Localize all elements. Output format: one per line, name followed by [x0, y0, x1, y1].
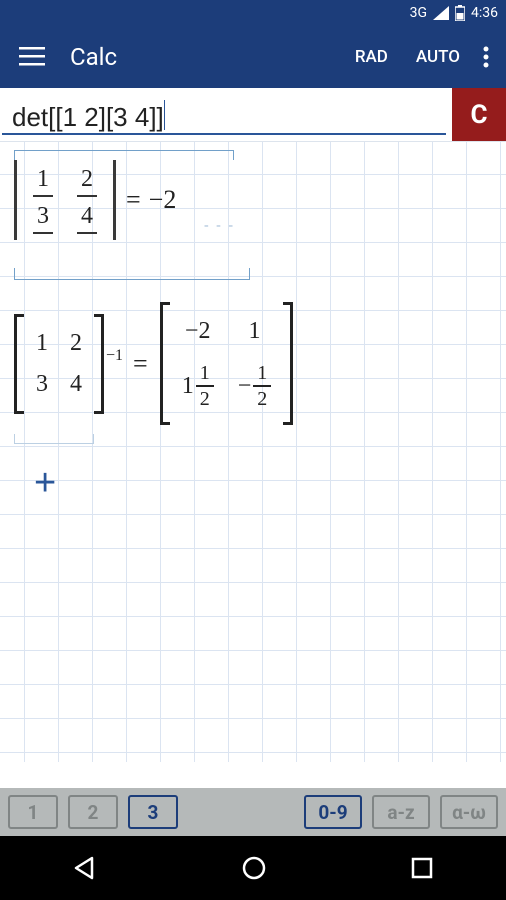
- tab-numeric[interactable]: 0-9: [304, 795, 362, 829]
- group-bracket-top: [14, 150, 234, 160]
- add-button[interactable]: +: [34, 462, 56, 505]
- menu-icon[interactable]: [18, 47, 46, 67]
- matrix-cell: 1: [36, 330, 48, 357]
- determinant-value: −2: [149, 185, 177, 215]
- angle-mode-button[interactable]: RAD: [341, 47, 402, 67]
- recents-icon[interactable]: [410, 856, 434, 880]
- matrix-cell: −2: [185, 318, 211, 345]
- exponent-text: −1: [106, 347, 123, 365]
- signal-icon: [433, 6, 449, 20]
- tab-3[interactable]: 3: [128, 795, 178, 829]
- nav-bar: [0, 836, 506, 900]
- matrix-cell: 1: [248, 318, 260, 345]
- matrix-cell: − 12: [238, 363, 272, 409]
- battery-icon: [455, 5, 465, 21]
- expression-input[interactable]: det[[1 2][3 4]]: [2, 92, 446, 135]
- app-title: Calc: [70, 43, 341, 71]
- matrix-cell: 1 12: [182, 363, 214, 409]
- det-cell: 4: [77, 203, 97, 234]
- status-bar: 3G 4:36: [0, 0, 506, 26]
- format-mode-button[interactable]: AUTO: [402, 47, 474, 67]
- result-matrix: −2 1 1 12 − 12: [160, 302, 294, 425]
- insert-handle[interactable]: - - -: [204, 218, 235, 234]
- det-cell: 1: [33, 166, 53, 197]
- network-label: 3G: [410, 5, 427, 21]
- tab-alpha[interactable]: a-z: [372, 795, 430, 829]
- determinant-result: 1 2 3 4 = −2: [14, 160, 176, 240]
- clear-button[interactable]: C: [452, 88, 506, 141]
- text-cursor: [164, 100, 165, 130]
- home-icon[interactable]: [241, 855, 267, 881]
- det-cell: 2: [77, 166, 97, 197]
- matrix-cell: 3: [36, 371, 48, 398]
- expression-text: det[[1 2][3 4]]: [12, 102, 164, 132]
- equals-text: =: [133, 349, 148, 379]
- det-cell: 3: [33, 203, 53, 234]
- clock-label: 4:36: [471, 5, 498, 21]
- matrix-cell: 2: [70, 330, 82, 357]
- group-bracket-small: [14, 434, 94, 444]
- matrix-cell: 4: [70, 371, 82, 398]
- equals-text: =: [126, 185, 141, 215]
- input-row: det[[1 2][3 4]] C: [0, 88, 506, 142]
- back-icon[interactable]: [72, 855, 98, 881]
- keyboard-tabs: 1 2 3 0-9 a-z α-ω: [0, 788, 506, 836]
- group-bracket-bottom: [14, 268, 250, 280]
- determinant-bars: 1 2 3 4: [14, 160, 116, 240]
- workspace[interactable]: 1 2 3 4 = −2 - - - 1 2 3 4 −1 =: [0, 142, 506, 762]
- input-matrix: 1 2 3 4: [14, 314, 104, 414]
- tab-greek[interactable]: α-ω: [440, 795, 498, 829]
- tab-1[interactable]: 1: [8, 795, 58, 829]
- inverse-result: 1 2 3 4 −1 = −2 1 1 12 − 12: [14, 302, 293, 425]
- app-bar: Calc RAD AUTO: [0, 26, 506, 88]
- tab-2[interactable]: 2: [68, 795, 118, 829]
- overflow-icon[interactable]: [474, 46, 498, 68]
